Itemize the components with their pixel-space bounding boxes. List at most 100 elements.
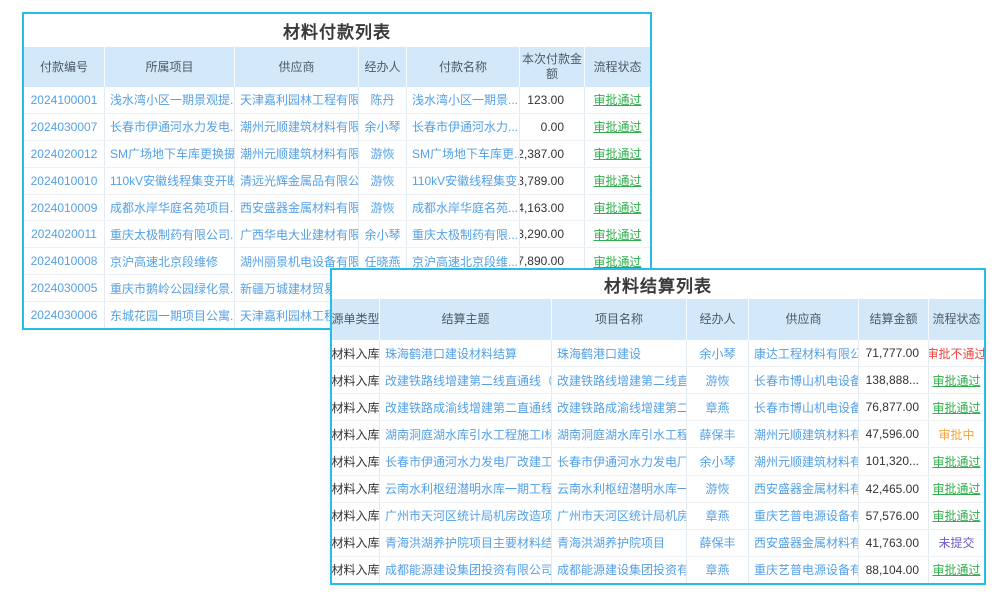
cell-project[interactable]: 110kV安徽线程集变开断... (105, 167, 235, 194)
cell-handler[interactable]: 陈丹 (359, 87, 407, 113)
cell-project[interactable]: 浅水湾小区一期景观提... (105, 87, 235, 113)
table-row: 2024100001 浅水湾小区一期景观提... 天津嘉利园林工程有限... 陈丹 浅水… (24, 87, 650, 114)
cell-subject[interactable]: 青海洪湖养护院项目主要材料结算 (380, 529, 552, 556)
cell-project[interactable]: 成都能源建设集团投资有... (552, 556, 687, 583)
status-badge[interactable]: 审批通过 (593, 147, 642, 162)
cell-subject[interactable]: 广州市天河区统计局机房改造项目... (380, 502, 552, 529)
cell-no[interactable]: 2024020011 (24, 221, 105, 248)
status-badge: 未提交 (938, 536, 975, 551)
cell-name[interactable]: SM广场地下车库更... (407, 140, 520, 167)
cell-supplier[interactable]: 长春市博山机电设备... (749, 367, 859, 394)
cell-handler[interactable]: 余小琴 (687, 340, 749, 367)
cell-name[interactable]: 长春市伊通河水力... (407, 113, 520, 140)
cell-handler[interactable]: 余小琴 (359, 221, 407, 248)
cell-handler[interactable]: 薛保丰 (687, 529, 749, 556)
payment-list-title: 材料付款列表 (283, 23, 391, 42)
cell-supplier[interactable]: 西安盛器金属材料有... (749, 475, 859, 502)
status-badge[interactable]: 审批通过 (593, 174, 642, 189)
cell-subject[interactable]: 湖南洞庭湖水库引水工程施工I标材... (380, 421, 552, 448)
table-row: 2024020011 重庆太极制药有限公司... 广西华电大业建材有限... 余小琴重… (24, 221, 650, 249)
cell-no[interactable]: 2024010010 (24, 167, 105, 194)
cell-name[interactable]: 110kV安徽线程集变... (407, 167, 520, 194)
cell-project[interactable]: 改建铁路成渝线增建第二... (552, 394, 687, 421)
cell-supplier[interactable]: 康达工程材料有限公司 (749, 340, 859, 367)
status-badge[interactable]: 审批通过 (593, 120, 642, 135)
cell-source: 材料入库 (332, 529, 380, 556)
status-badge: 审批不通过 (929, 346, 984, 361)
cell-no[interactable]: 2024010008 (24, 248, 105, 275)
cell-supplier[interactable]: 潮州元顺建筑材料有... (749, 448, 859, 475)
cell-no[interactable]: 2024020012 (24, 140, 105, 167)
cell-handler[interactable]: 余小琴 (359, 113, 407, 140)
cell-handler[interactable]: 游恢 (359, 167, 407, 194)
cell-handler[interactable]: 余小琴 (687, 448, 749, 475)
status-badge[interactable]: 审批通过 (593, 254, 642, 269)
cell-supplier[interactable]: 广西华电大业建材有限... (235, 221, 359, 248)
cell-handler[interactable]: 章燕 (687, 556, 749, 583)
cell-project[interactable]: 湖南洞庭湖水库引水工程... (552, 421, 687, 448)
cell-supplier[interactable]: 重庆艺普电源设备有... (749, 556, 859, 583)
cell-supplier[interactable]: 天津嘉利园林工程有限... (235, 87, 359, 113)
status-badge[interactable]: 审批通过 (593, 201, 642, 215)
cell-supplier[interactable]: 潮州元顺建筑材料有限... (235, 140, 359, 167)
cell-project[interactable]: 重庆太极制药有限公司... (105, 221, 235, 248)
cell-handler[interactable]: 章燕 (687, 394, 749, 421)
cell-supplier[interactable]: 长春市博山机电设备... (749, 394, 859, 421)
cell-handler[interactable]: 游恢 (687, 367, 749, 394)
cell-handler[interactable]: 游恢 (687, 475, 749, 502)
cell-project[interactable]: 重庆市鹅岭公园绿化景... (105, 275, 235, 302)
cell-project[interactable]: 东城花园一期项目公寓... (105, 302, 235, 329)
cell-name[interactable]: 浅水湾小区一期景... (407, 87, 520, 113)
cell-supplier[interactable]: 潮州元顺建筑材料有限... (235, 113, 359, 140)
cell-supplier[interactable]: 湖州丽景机电设备有限... (235, 248, 359, 275)
cell-handler[interactable]: 薛保丰 (687, 421, 749, 448)
status-badge[interactable]: 审批通过 (932, 454, 981, 469)
cell-supplier[interactable]: 西安盛器金属材料有... (749, 529, 859, 556)
cell-subject[interactable]: 珠海鹤港口建设材料结算 (380, 340, 552, 367)
cell-subject[interactable]: 成都能源建设集团投资有限公司临... (380, 556, 552, 583)
cell-handler[interactable]: 游恢 (359, 194, 407, 221)
table-row: 材料入库湖南洞庭湖水库引水工程施工I标材...湖南洞庭湖水库引水工程...薛保丰… (332, 421, 984, 449)
cell-project[interactable]: 广州市天河区统计局机房... (552, 502, 687, 529)
cell-no[interactable]: 2024010009 (24, 194, 105, 221)
status-badge[interactable]: 审批通过 (932, 482, 981, 497)
cell-name[interactable]: 成都水岸华庭名苑... (407, 194, 520, 221)
cell-supplier[interactable]: 西安盛器金属材料有限... (235, 194, 359, 221)
cell-supplier[interactable]: 清远光辉金属品有限公司 (235, 167, 359, 194)
cell-supplier[interactable]: 潮州元顺建筑材料有... (749, 421, 859, 448)
status-badge[interactable]: 审批通过 (593, 227, 642, 242)
cell-handler[interactable]: 任晓燕 (359, 248, 407, 275)
cell-project[interactable]: SM广场地下车库更换摄... (105, 140, 235, 167)
cell-project[interactable]: 云南水利枢纽潜明水库一... (552, 475, 687, 502)
status-badge[interactable]: 审批通过 (932, 509, 981, 524)
cell-no[interactable]: 2024030007 (24, 113, 105, 140)
cell-no[interactable]: 2024100001 (24, 87, 105, 113)
cell-subject[interactable]: 长春市伊通河水力发电厂改建工程... (380, 448, 552, 475)
cell-name[interactable]: 重庆太极制药有限... (407, 221, 520, 248)
cell-handler[interactable]: 章燕 (687, 502, 749, 529)
cell-project[interactable]: 成都水岸华庭名苑项目... (105, 194, 235, 221)
cell-subject[interactable]: 云南水利枢纽潜明水库一期工程施... (380, 475, 552, 502)
cell-no[interactable]: 2024030006 (24, 302, 105, 329)
cell-project[interactable]: 长春市伊通河水力发电厂... (552, 448, 687, 475)
table-row: 材料入库改建铁路成渝线增建第二直通线（...改建铁路成渝线增建第二...章燕长春… (332, 394, 984, 422)
cell-name[interactable]: 京沪高速北京段维... (407, 248, 520, 275)
status-badge[interactable]: 审批通过 (932, 563, 981, 578)
cell-subject[interactable]: 改建铁路线增建第二线直通线（成... (380, 367, 552, 394)
cell-source: 材料入库 (332, 556, 380, 583)
cell-project[interactable]: 珠海鹤港口建设 (552, 340, 687, 367)
cell-no[interactable]: 2024030005 (24, 275, 105, 302)
table-row: 2024030007 长春市伊通河水力发电... 潮州元顺建筑材料有限... 余小琴长… (24, 113, 650, 141)
cell-subject[interactable]: 改建铁路成渝线增建第二直通线（... (380, 394, 552, 421)
status-badge[interactable]: 审批通过 (932, 400, 981, 415)
status-badge[interactable]: 审批通过 (932, 373, 981, 388)
cell-project[interactable]: 青海洪湖养护院项目 (552, 529, 687, 556)
status-badge[interactable]: 审批通过 (593, 93, 642, 108)
col-header-project: 所属项目 (105, 47, 235, 87)
cell-project[interactable]: 京沪高速北京段维修 (105, 248, 235, 275)
cell-project[interactable]: 改建铁路线增建第二线直... (552, 367, 687, 394)
cell-source: 材料入库 (332, 475, 380, 502)
cell-handler[interactable]: 游恢 (359, 140, 407, 167)
cell-project[interactable]: 长春市伊通河水力发电... (105, 113, 235, 140)
cell-supplier[interactable]: 重庆艺普电源设备有... (749, 502, 859, 529)
